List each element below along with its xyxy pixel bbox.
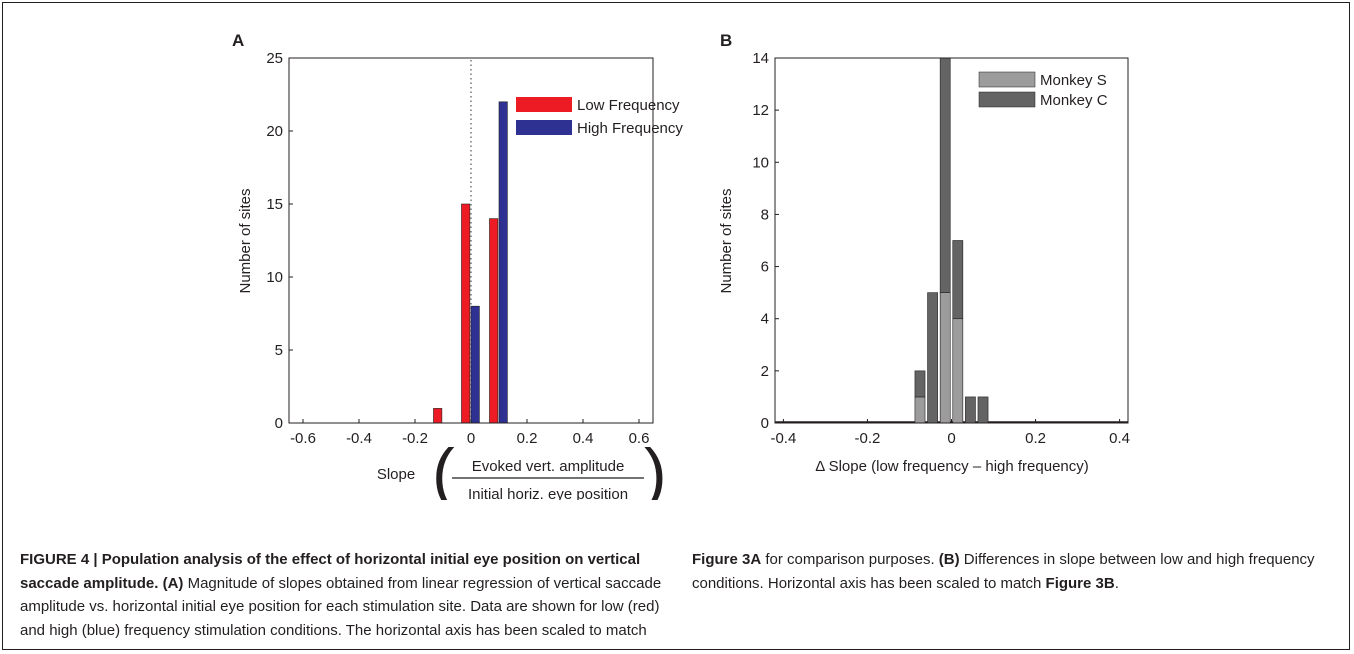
y-tick-label: 8 <box>761 206 769 223</box>
y-tick-label: 10 <box>752 154 769 171</box>
y-tick-label: 0 <box>761 415 769 432</box>
y-tick-label: 20 <box>266 123 283 140</box>
y-tick-label: 6 <box>761 259 769 276</box>
x-tick-label: 0.4 <box>1109 430 1130 447</box>
caption-b-label: (B) <box>938 551 960 568</box>
caption-a-label: (A) <box>162 574 184 592</box>
legend-label-monkey-c: Monkey C <box>1040 92 1108 109</box>
x-tick-label: 0 <box>947 430 955 447</box>
bar-monkey-c <box>965 396 976 424</box>
caption-title: FIGURE 4 | Population analysis of the ef… <box>20 551 641 592</box>
panel-a-xlabel-close-paren: ) <box>644 435 667 500</box>
x-tick-label: -0.6 <box>290 430 316 447</box>
panel-b-ylabel: Number of sites <box>718 188 735 293</box>
y-tick-label: 4 <box>761 311 769 328</box>
panel-b-ticks: -0.4 -0.2 0 0.2 0.4 0 2 4 6 8 10 12 14 <box>752 50 1130 447</box>
panel-a-label: A <box>232 31 244 50</box>
panel-a: A -0.6 -0.4 -0.2 0 0.2 0.4 0.6 0 5 10 15 20 25 Numbe… <box>232 31 683 500</box>
x-tick-label: 0.4 <box>573 430 594 447</box>
panel-a-xlabel-denominator: Initial horiz. eye position <box>468 486 628 500</box>
y-tick-label: 14 <box>752 50 769 67</box>
legend-swatch-monkey-c <box>978 91 1036 108</box>
panel-b: B -0.4 -0.2 0 0.2 0.4 0 2 4 6 8 10 12 14 Number of s… <box>718 31 1130 475</box>
bar-monkey-s <box>939 292 951 424</box>
x-tick-label: -0.4 <box>346 430 372 447</box>
caption-b-end: . <box>1114 574 1119 592</box>
y-tick-label: 0 <box>275 415 283 432</box>
bar-monkey-c <box>927 292 938 424</box>
y-tick-label: 2 <box>761 363 769 380</box>
panel-a-xlabel-prefix: Slope <box>377 466 415 483</box>
caption-b-text: Differences in slope between low and hig… <box>692 551 1315 592</box>
caption-a-figure-ref[interactable]: Figure 3A <box>692 551 762 568</box>
bar-monkey-c <box>914 370 926 398</box>
legend-label-high-frequency: High Frequency <box>577 120 683 137</box>
x-tick-label: 0.2 <box>1025 430 1046 447</box>
bar-monkey-c <box>939 57 951 293</box>
x-tick-label: 0 <box>467 430 475 447</box>
y-tick-label: 25 <box>266 50 283 67</box>
legend-label-low-frequency: Low Frequency <box>577 97 680 114</box>
y-tick-label: 12 <box>752 102 769 119</box>
legend-swatch-monkey-s <box>978 71 1036 88</box>
bar-monkey-c <box>977 396 989 424</box>
panel-a-xlabel-open-paren: ( <box>432 435 455 500</box>
x-tick-label: 0.6 <box>629 430 650 447</box>
panel-a-ticks: -0.6 -0.4 -0.2 0 0.2 0.4 0.6 0 5 10 15 20 25 <box>266 50 649 447</box>
y-tick-label: 10 <box>266 269 283 286</box>
panel-a-xlabel-numerator: Evoked vert. amplitude <box>472 458 625 475</box>
y-tick-label: 15 <box>266 196 283 213</box>
caption-b-figure-ref[interactable]: Figure 3B <box>1045 574 1115 592</box>
x-tick-label: -0.2 <box>855 430 881 447</box>
panel-b-axes-box <box>774 57 1129 424</box>
legend-swatch-low-frequency <box>516 97 572 112</box>
bar-monkey-c <box>952 240 964 320</box>
bar-low-frequency <box>461 203 471 424</box>
caption-a-end: for comparison purposes. <box>765 551 935 568</box>
bar-high-frequency <box>470 305 480 424</box>
bar-monkey-s <box>914 396 926 424</box>
bar-low-frequency <box>433 408 443 424</box>
legend-swatch-high-frequency <box>516 120 572 135</box>
bar-low-frequency <box>489 218 499 424</box>
legend-label-monkey-s: Monkey S <box>1040 72 1107 89</box>
panel-b-bars <box>775 57 1128 424</box>
bar-monkey-s <box>952 318 964 424</box>
panel-a-bars <box>433 101 508 424</box>
x-tick-label: -0.2 <box>402 430 428 447</box>
caption-a-text: Magnitude of slopes obtained from linear… <box>20 574 662 639</box>
caption-left-column: FIGURE 4 | Population analysis of the ef… <box>20 548 668 642</box>
panel-a-ylabel: Number of sites <box>237 188 254 293</box>
x-tick-label: 0.2 <box>517 430 538 447</box>
bar-high-frequency <box>498 101 508 424</box>
x-tick-label: -0.4 <box>770 430 796 447</box>
y-tick-label: 5 <box>275 342 283 359</box>
panel-b-xlabel: Δ Slope (low frequency – high frequency) <box>815 458 1089 475</box>
caption-right-column: Figure 3A for comparison purposes. (B) D… <box>692 548 1332 595</box>
panel-b-label: B <box>720 31 732 50</box>
